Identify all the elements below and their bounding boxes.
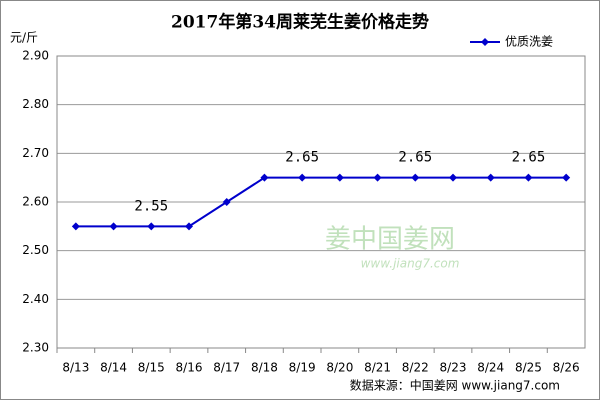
x-tick-label: 8/24 bbox=[477, 361, 504, 375]
watermark: www.jiang7.com bbox=[361, 257, 460, 271]
legend-label: 优质洗姜 bbox=[505, 35, 553, 49]
x-tick-label: 8/21 bbox=[364, 361, 391, 375]
x-tick-label: 8/17 bbox=[213, 361, 240, 375]
marker bbox=[298, 173, 307, 182]
data-label: 2.65 bbox=[285, 150, 319, 166]
x-tick-label: 8/22 bbox=[402, 361, 429, 375]
y-tick-label: 2.40 bbox=[22, 292, 49, 306]
x-tick-label: 8/25 bbox=[515, 361, 542, 375]
marker bbox=[486, 173, 495, 182]
data-label: 2.65 bbox=[398, 150, 432, 166]
x-tick-label: 8/16 bbox=[176, 361, 203, 375]
y-unit: 元/斤 bbox=[10, 31, 38, 45]
y-tick-label: 2.80 bbox=[22, 97, 49, 111]
x-tick-label: 8/13 bbox=[62, 361, 89, 375]
chart-title: 2017年第34周莱芜生姜价格走势 bbox=[171, 12, 429, 33]
marker bbox=[373, 173, 382, 182]
x-tick-label: 8/15 bbox=[138, 361, 165, 375]
watermark: 姜中国姜网 bbox=[325, 225, 455, 255]
marker bbox=[335, 173, 344, 182]
marker bbox=[222, 198, 231, 206]
source: 数据来源：中国姜网 www.jiang7.com bbox=[350, 378, 560, 393]
y-tick-label: 2.70 bbox=[22, 146, 49, 160]
marker bbox=[411, 173, 420, 182]
marker bbox=[260, 173, 269, 182]
marker bbox=[562, 173, 571, 182]
x-tick-label: 8/20 bbox=[326, 361, 353, 375]
legend-marker bbox=[481, 38, 489, 46]
data-label: 2.55 bbox=[134, 198, 168, 214]
x-tick-label: 8/14 bbox=[100, 361, 127, 375]
marker bbox=[449, 173, 457, 182]
y-tick-label: 2.60 bbox=[22, 195, 49, 209]
y-tick-label: 2.90 bbox=[22, 49, 49, 63]
marker bbox=[71, 222, 80, 231]
x-tick-label: 8/23 bbox=[440, 361, 467, 375]
x-tick-label: 8/19 bbox=[289, 361, 316, 375]
marker bbox=[109, 222, 118, 231]
x-tick-label: 8/18 bbox=[251, 361, 278, 375]
line bbox=[75, 176, 567, 228]
marker bbox=[524, 173, 533, 182]
x-tick-label: 8/26 bbox=[553, 361, 580, 375]
marker bbox=[185, 222, 193, 231]
y-tick-label: 2.30 bbox=[22, 341, 49, 355]
y-tick-label: 2.50 bbox=[22, 243, 49, 257]
marker bbox=[147, 222, 156, 231]
data-label: 2.65 bbox=[512, 150, 546, 166]
